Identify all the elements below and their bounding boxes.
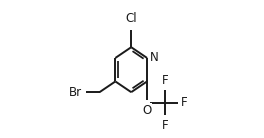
Text: O: O	[142, 104, 152, 117]
Text: N: N	[150, 51, 158, 64]
Text: F: F	[162, 74, 168, 87]
Text: Br: Br	[69, 86, 82, 99]
Text: Cl: Cl	[125, 12, 137, 25]
Text: F: F	[162, 119, 168, 132]
Text: F: F	[181, 96, 188, 109]
